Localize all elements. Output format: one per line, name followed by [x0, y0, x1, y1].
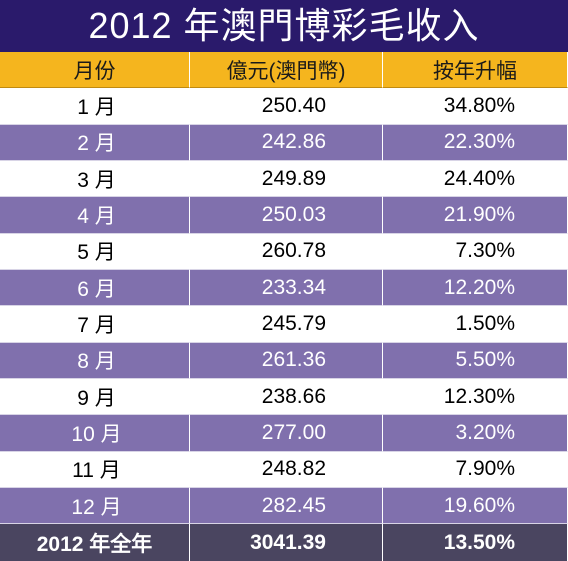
table-title: 2012 年澳門博彩毛收入 — [0, 0, 568, 52]
cell-revenue: 245.79 — [190, 306, 383, 343]
cell-growth: 1.50% — [383, 306, 568, 343]
cell-growth: 22.30% — [383, 124, 568, 162]
cell-month: 6 月 — [0, 270, 190, 307]
header-month: 月份 — [0, 52, 190, 89]
total-label: 2012 年全年 — [0, 524, 190, 561]
cell-growth: 7.30% — [383, 233, 568, 271]
cell-month: 7 月 — [0, 306, 190, 343]
header-growth: 按年升幅 — [383, 52, 568, 89]
cell-revenue: 282.45 — [190, 488, 383, 525]
cell-revenue: 260.78 — [190, 233, 383, 271]
cell-growth: 12.30% — [383, 379, 568, 416]
cell-month: 12 月 — [0, 488, 190, 525]
cell-revenue: 248.82 — [190, 451, 383, 489]
cell-month: 3 月 — [0, 161, 190, 198]
cell-revenue: 250.03 — [190, 197, 383, 234]
cell-growth: 12.20% — [383, 270, 568, 307]
cell-month: 1 月 — [0, 88, 190, 125]
total-growth: 13.50% — [383, 524, 568, 561]
total-revenue: 3041.39 — [190, 524, 383, 561]
cell-revenue: 242.86 — [190, 124, 383, 162]
header-revenue: 億元(澳門幣) — [190, 52, 383, 89]
cell-growth: 24.40% — [383, 161, 568, 198]
cell-month: 4 月 — [0, 197, 190, 234]
cell-revenue: 250.40 — [190, 88, 383, 125]
cell-revenue: 249.89 — [190, 161, 383, 198]
cell-growth: 21.90% — [383, 197, 568, 234]
cell-month: 9 月 — [0, 379, 190, 416]
cell-revenue: 277.00 — [190, 415, 383, 452]
cell-month: 2 月 — [0, 124, 190, 162]
cell-month: 8 月 — [0, 342, 190, 380]
cell-growth: 7.90% — [383, 451, 568, 489]
cell-revenue: 261.36 — [190, 342, 383, 380]
cell-growth: 19.60% — [383, 488, 568, 525]
cell-month: 11 月 — [0, 451, 190, 489]
cell-revenue: 238.66 — [190, 379, 383, 416]
cell-growth: 34.80% — [383, 88, 568, 125]
cell-month: 10 月 — [0, 415, 190, 452]
cell-growth: 3.20% — [383, 415, 568, 452]
revenue-table: 月份 億元(澳門幣) 按年升幅 1 月 250.40 34.80% 2 月 242.86… — [0, 52, 568, 561]
cell-growth: 5.50% — [383, 342, 568, 380]
cell-revenue: 233.34 — [190, 270, 383, 307]
cell-month: 5 月 — [0, 233, 190, 271]
